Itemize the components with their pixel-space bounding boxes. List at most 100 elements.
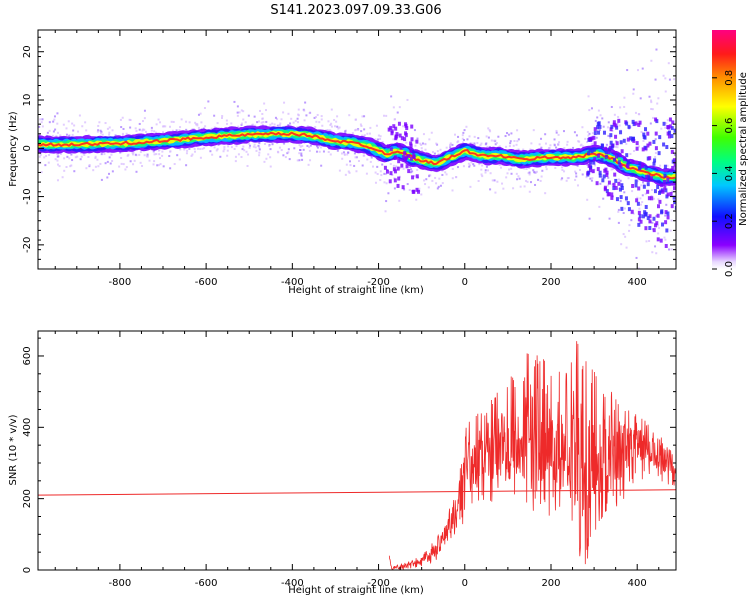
spectrogram-scatter-cell — [99, 162, 102, 165]
spectrogram-scatter-cell — [665, 203, 668, 206]
spectrogram-noise-cell — [593, 127, 597, 132]
spectrogram-scatter-cell — [316, 146, 319, 149]
spectrogram-scatter-cell — [555, 146, 558, 149]
spectrogram-scatter-cell — [161, 150, 164, 153]
spectrogram-scatter-cell — [343, 152, 346, 155]
spectrogram-scatter-cell — [125, 166, 128, 169]
spectrogram-noise-cell — [646, 143, 650, 148]
spectrogram-scatter-cell — [71, 133, 74, 136]
spectrogram-scatter-cell — [316, 113, 319, 116]
spectrogram-scatter-cell — [340, 152, 343, 155]
spectrogram-scatter-cell — [108, 131, 111, 134]
spectrogram-scatter-cell — [379, 137, 382, 140]
spectrogram-noise-cell — [658, 135, 662, 140]
spectrogram-scatter-cell — [330, 108, 333, 111]
spectrogram-scatter-cell — [588, 217, 591, 220]
spectrogram-scatter-cell — [673, 78, 676, 81]
spectrogram-scatter-cell — [94, 157, 97, 160]
spectrogram-scatter-cell — [435, 142, 438, 145]
spectrogram-noise-cell — [392, 167, 396, 172]
spectrogram-scatter-cell — [335, 120, 338, 123]
spectrogram-noise-cell — [411, 189, 415, 194]
spectrogram-scatter-cell — [640, 184, 643, 187]
spectrogram-scatter-cell — [94, 165, 97, 168]
spectrogram-scatter-cell — [467, 162, 470, 165]
spectrogram-scatter-cell — [41, 118, 44, 121]
spectrogram-scatter-cell — [119, 151, 122, 154]
spectrogram-scatter-cell — [338, 126, 341, 129]
spectrogram-noise-cell — [644, 165, 648, 170]
spectrogram-scatter-cell — [428, 175, 431, 178]
spectrogram-scatter-cell — [65, 133, 68, 136]
spectrogram-scatter-cell — [68, 157, 71, 160]
spectrogram-scatter-cell — [617, 210, 620, 213]
spectrogram-scatter-cell — [245, 150, 248, 153]
spectrogram-scatter-cell — [457, 135, 460, 138]
spectrogram-scatter-cell — [355, 170, 358, 173]
spectrogram-noise-cell — [673, 128, 676, 133]
spectrogram-scatter-cell — [411, 170, 414, 173]
spectrogram-scatter-cell — [330, 122, 333, 125]
colorbar-tick-label: 0.2 — [724, 213, 735, 229]
spectrogram-scatter-cell — [655, 48, 658, 51]
spectrogram-scatter-cell — [186, 149, 189, 152]
spectrogram-scatter-cell — [657, 232, 660, 235]
spectrogram-scatter-cell — [52, 130, 55, 133]
spectrogram-noise-cell — [634, 179, 638, 184]
spectrogram-scatter-cell — [74, 156, 77, 159]
spectrogram-noise-cell — [625, 153, 629, 158]
spectrogram-scatter-cell — [354, 156, 357, 159]
spectrogram-scatter-cell — [530, 142, 533, 145]
spectrogram-scatter-cell — [463, 129, 466, 132]
spectrogram-noise-cell — [588, 137, 592, 142]
spectrogram-scatter-cell — [566, 177, 569, 180]
spectrogram-scatter-cell — [282, 111, 285, 114]
spectrogram-noise-cell — [399, 145, 403, 150]
spectrogram-noise-cell — [635, 198, 639, 203]
spectrogram-scatter-cell — [648, 95, 651, 98]
spectrogram-scatter-cell — [287, 148, 290, 151]
spectrogram-scatter-cell — [424, 183, 427, 186]
spectrogram-scatter-cell — [138, 153, 141, 156]
spectrogram-scatter-cell — [526, 180, 529, 183]
spectrogram-scatter-cell — [517, 175, 520, 178]
spectrogram-scatter-cell — [449, 143, 452, 146]
spectrogram-scatter-cell — [276, 150, 279, 153]
spectrogram-scatter-cell — [129, 160, 132, 163]
spectrogram-scatter-cell — [48, 121, 51, 124]
spectrogram-scatter-cell — [627, 177, 630, 180]
spectrogram-scatter-cell — [539, 179, 542, 182]
spectrogram-noise-cell — [620, 206, 624, 211]
spectrogram-scatter-cell — [52, 120, 55, 123]
spectrogram-scatter-cell — [487, 136, 490, 139]
spectrogram-scatter-cell — [62, 123, 65, 126]
spectrogram-scatter-cell — [576, 184, 579, 187]
y-tick-label: -20 — [22, 237, 33, 253]
spectrogram-noise-cell — [636, 201, 640, 206]
spectrogram-noise-cell — [648, 141, 652, 146]
spectrogram-scatter-cell — [662, 74, 665, 77]
spectrogram-scatter-cell — [626, 69, 629, 72]
spectrogram-scatter-cell — [563, 170, 566, 173]
spectrogram-scatter-cell — [253, 143, 256, 146]
spectrogram-scatter-cell — [381, 141, 384, 144]
spectrogram-scatter-cell — [43, 156, 46, 159]
spectrogram-scatter-cell — [451, 167, 454, 170]
x-tick-label: -600 — [195, 578, 218, 589]
spectrogram-scatter-cell — [431, 151, 434, 154]
spectrogram-scatter-cell — [455, 176, 458, 179]
spectrogram-noise-cell — [605, 189, 609, 194]
spectrogram-scatter-cell — [540, 137, 543, 140]
spectrogram-noise-cell — [416, 189, 420, 194]
spectrogram-scatter-cell — [493, 139, 496, 142]
spectrogram-scatter-cell — [230, 122, 233, 125]
spectrogram-noise-cell — [637, 210, 641, 215]
spectrogram-scatter-cell — [504, 135, 507, 138]
spectrogram-noise-cell — [635, 141, 639, 146]
spectrogram-noise-cell — [590, 149, 594, 154]
x-tick-label: -400 — [281, 578, 304, 589]
spectrogram-scatter-cell — [516, 178, 519, 181]
spectrogram-scatter-cell — [533, 171, 536, 174]
spectrogram-scatter-cell — [484, 169, 487, 172]
spectrogram-noise-cell — [655, 221, 659, 226]
